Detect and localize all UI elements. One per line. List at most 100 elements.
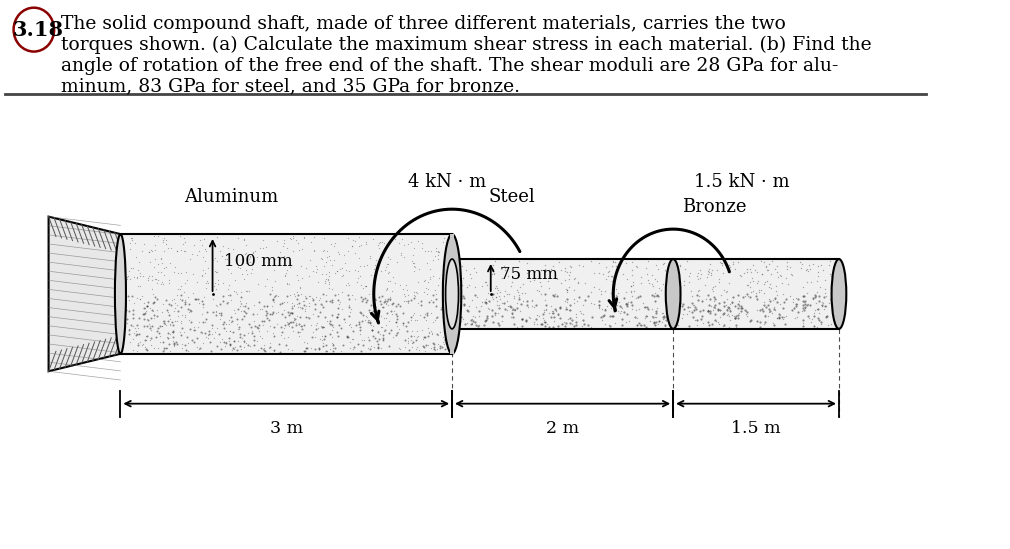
- Point: [681, 271, 697, 280]
- Point: [363, 345, 379, 354]
- Point: [636, 302, 652, 311]
- Point: [825, 288, 841, 296]
- Point: [597, 305, 613, 313]
- Point: [435, 272, 451, 281]
- Point: [227, 342, 243, 351]
- Point: [318, 257, 334, 266]
- Point: [146, 298, 163, 306]
- Point: [405, 244, 421, 253]
- Point: [519, 269, 535, 278]
- Point: [384, 306, 400, 315]
- Point: [173, 318, 189, 327]
- Point: [229, 325, 245, 334]
- Point: [139, 346, 156, 355]
- Point: [179, 332, 195, 341]
- Point: [401, 345, 417, 354]
- Point: [336, 250, 352, 259]
- Point: [167, 267, 183, 276]
- Point: [732, 271, 748, 279]
- Point: [323, 321, 339, 329]
- Point: [806, 312, 822, 321]
- Point: [429, 248, 445, 257]
- Point: [219, 255, 235, 264]
- Point: [386, 333, 402, 342]
- Point: [143, 313, 160, 322]
- Point: [232, 300, 248, 309]
- Point: [526, 319, 542, 328]
- Point: [155, 322, 171, 330]
- Point: [596, 311, 612, 320]
- Point: [771, 310, 787, 318]
- Point: [215, 242, 231, 250]
- Point: [125, 273, 141, 282]
- Point: [363, 319, 379, 328]
- Point: [181, 299, 197, 308]
- Point: [329, 290, 345, 299]
- Point: [675, 299, 691, 308]
- Point: [611, 297, 627, 306]
- Point: [265, 307, 281, 316]
- Point: [490, 285, 506, 294]
- Point: [298, 344, 314, 353]
- Point: [624, 305, 640, 313]
- Point: [331, 249, 347, 258]
- Point: [775, 312, 791, 321]
- Point: [282, 233, 298, 242]
- Point: [681, 277, 697, 286]
- Point: [564, 262, 580, 271]
- Point: [384, 310, 400, 319]
- Point: [342, 344, 359, 352]
- Point: [148, 333, 165, 341]
- Point: [256, 302, 272, 311]
- Point: [753, 269, 770, 278]
- Point: [363, 251, 379, 260]
- Point: [231, 323, 247, 332]
- Point: [559, 285, 575, 294]
- Point: [618, 298, 634, 307]
- Point: [477, 317, 493, 326]
- Point: [221, 316, 237, 324]
- Point: [431, 341, 447, 350]
- Point: [137, 309, 154, 317]
- Point: [233, 293, 249, 301]
- Point: [378, 300, 394, 309]
- Point: [702, 259, 718, 268]
- Point: [640, 257, 656, 266]
- Point: [656, 266, 673, 274]
- Point: [255, 244, 271, 253]
- Point: [131, 337, 147, 346]
- Point: [575, 309, 591, 318]
- Point: [146, 292, 163, 301]
- Point: [315, 338, 331, 347]
- Point: [715, 309, 731, 318]
- Point: [553, 320, 570, 329]
- Point: [509, 304, 525, 313]
- Point: [485, 264, 501, 273]
- Point: [518, 316, 534, 324]
- Point: [363, 342, 379, 351]
- Point: [417, 333, 433, 341]
- Point: [656, 322, 673, 330]
- Point: [162, 347, 178, 356]
- Point: [417, 346, 433, 355]
- Point: [163, 301, 179, 310]
- Point: [604, 277, 620, 285]
- Point: [486, 270, 502, 278]
- Point: [360, 344, 376, 352]
- Point: [321, 271, 337, 280]
- Point: [236, 236, 252, 244]
- Point: [649, 320, 666, 328]
- Point: [810, 305, 826, 314]
- Point: [324, 260, 340, 269]
- Point: [565, 320, 581, 328]
- Point: [716, 285, 732, 294]
- Point: [220, 291, 236, 300]
- Point: [226, 306, 242, 315]
- Point: [427, 313, 443, 322]
- Point: [197, 317, 213, 326]
- Point: [512, 283, 528, 292]
- Point: [375, 330, 391, 339]
- Point: [136, 336, 153, 345]
- Point: [165, 317, 181, 326]
- Point: [314, 300, 330, 309]
